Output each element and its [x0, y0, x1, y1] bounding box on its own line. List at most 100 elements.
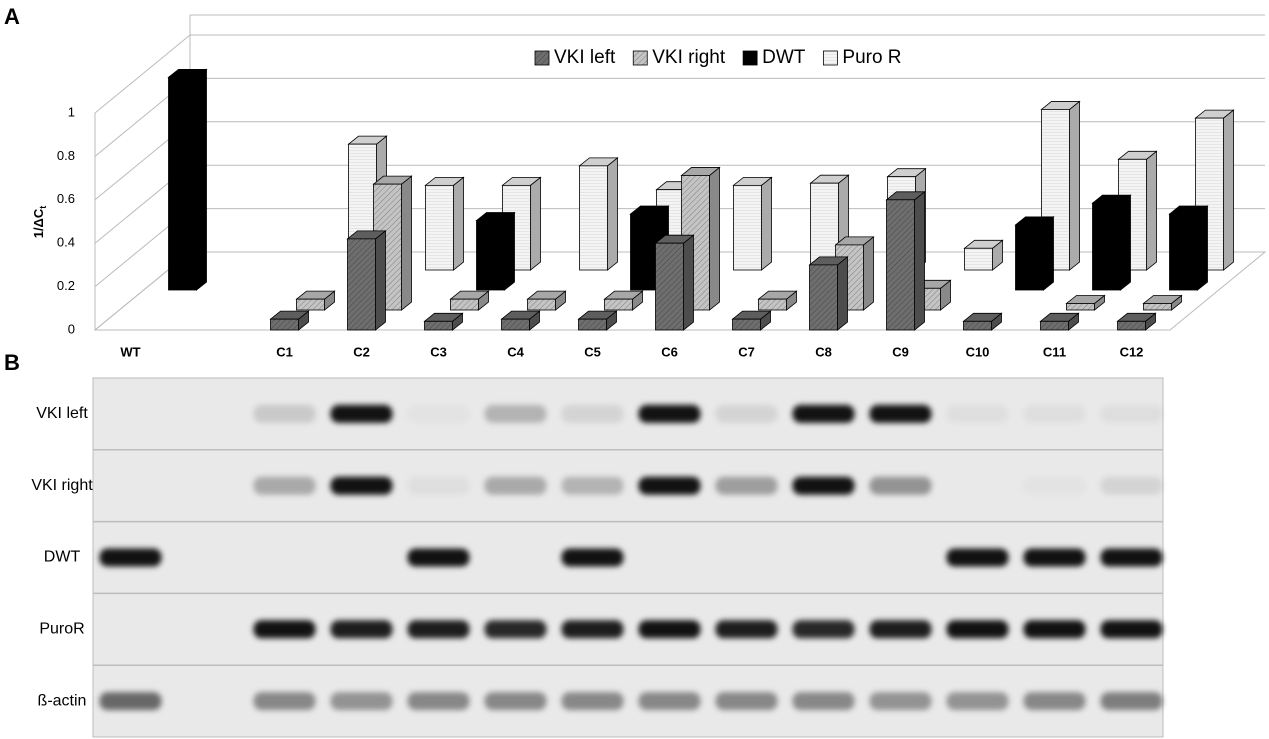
x-tick-label: C6	[661, 344, 678, 359]
y-axis-label-sub: t	[38, 206, 48, 209]
bar-group	[1142, 294, 1183, 311]
gel-band	[484, 476, 547, 495]
gel-band	[947, 477, 1009, 495]
legend-swatch-texture	[823, 51, 838, 65]
bar-group	[577, 310, 618, 331]
bar-group	[603, 290, 644, 311]
gel-band	[946, 548, 1009, 567]
gel-band	[484, 692, 547, 711]
bar-group	[295, 290, 336, 311]
legend-swatch-texture	[535, 51, 549, 65]
bar-group	[731, 310, 772, 331]
gel-band	[638, 404, 701, 423]
bar-side	[530, 176, 541, 271]
bar-side	[1197, 205, 1208, 291]
gel-band	[100, 405, 162, 423]
bar-side	[1120, 194, 1131, 291]
bar-group	[1116, 312, 1157, 331]
bar	[1015, 224, 1044, 291]
bar	[501, 318, 530, 331]
bar	[1143, 303, 1172, 311]
gel-band	[1100, 692, 1163, 711]
gel-band	[1023, 548, 1086, 567]
x-tick-label: C3	[430, 344, 447, 359]
bar	[655, 242, 684, 331]
bar	[964, 247, 993, 271]
gel-band	[869, 404, 932, 423]
bar	[758, 298, 787, 311]
x-tick-label: C9	[892, 344, 909, 359]
x-tick-label: C5	[584, 344, 601, 359]
bar-group	[963, 239, 1004, 271]
gel-band	[793, 549, 855, 567]
gel-band	[792, 692, 855, 711]
legend-label: VKI right	[652, 47, 726, 68]
y-tick-label: 0.6	[57, 191, 75, 206]
bar-side	[1069, 100, 1080, 271]
x-tick-label: WT	[120, 344, 140, 359]
bar-group	[1091, 194, 1132, 291]
gel-band	[408, 405, 470, 423]
x-tick-label: C2	[353, 344, 370, 359]
gel-band	[638, 476, 701, 495]
gel-band	[638, 692, 701, 711]
gel-band	[1100, 620, 1163, 639]
gel-band	[561, 548, 624, 567]
x-tick-label: C7	[738, 344, 755, 359]
bar	[732, 318, 761, 331]
bar	[476, 220, 505, 291]
bar-group	[1168, 205, 1209, 291]
bar-group	[449, 290, 490, 311]
bar	[1040, 320, 1069, 331]
bar-side	[863, 236, 874, 311]
legend-label: VKI left	[554, 47, 616, 68]
gel-band	[946, 404, 1009, 423]
bar-group	[269, 310, 310, 331]
y-tick-label: 0.8	[57, 148, 75, 163]
bar-side	[607, 157, 618, 271]
gel-band	[330, 476, 393, 495]
bar	[527, 298, 556, 311]
bar	[168, 76, 197, 291]
y-axis-label-main: 1/ΔC	[31, 208, 46, 238]
gel-band	[715, 692, 778, 711]
gel-band	[792, 404, 855, 423]
bar-group	[1014, 216, 1055, 291]
gel-band	[407, 476, 470, 495]
gel-band	[561, 476, 624, 495]
gel-band	[331, 549, 393, 567]
bar	[733, 184, 762, 271]
gel-row-label: ß-actin	[38, 692, 87, 709]
bar	[425, 184, 454, 271]
gel-band	[1024, 477, 1086, 495]
gel-band	[716, 549, 778, 567]
gel-band	[1023, 620, 1086, 639]
gel-band	[100, 477, 162, 495]
gel-band	[485, 549, 547, 567]
x-tick-label: C12	[1120, 344, 1144, 359]
bar-side	[1223, 109, 1234, 271]
bar-group	[578, 157, 619, 271]
gel-row-label: PuroR	[39, 621, 84, 638]
y-tick-label: 1	[68, 104, 75, 119]
legend-label: DWT	[762, 47, 806, 68]
bar-side	[401, 175, 412, 311]
gel-band	[99, 548, 162, 567]
bar-side	[196, 68, 207, 291]
bar	[604, 298, 633, 311]
gel-band	[715, 404, 778, 423]
bar	[296, 298, 325, 311]
bar	[578, 318, 607, 331]
bar-side	[709, 166, 720, 311]
gel-row-label: VKI left	[36, 405, 88, 422]
bar	[963, 320, 992, 331]
bar-side	[453, 176, 464, 271]
bar-group	[500, 310, 541, 331]
gel-band	[253, 476, 316, 495]
bar-group	[346, 230, 387, 331]
bar	[450, 298, 479, 311]
bar-group	[1039, 312, 1080, 331]
gel-band	[792, 620, 855, 639]
bar	[886, 199, 915, 331]
gel-band	[253, 404, 316, 423]
